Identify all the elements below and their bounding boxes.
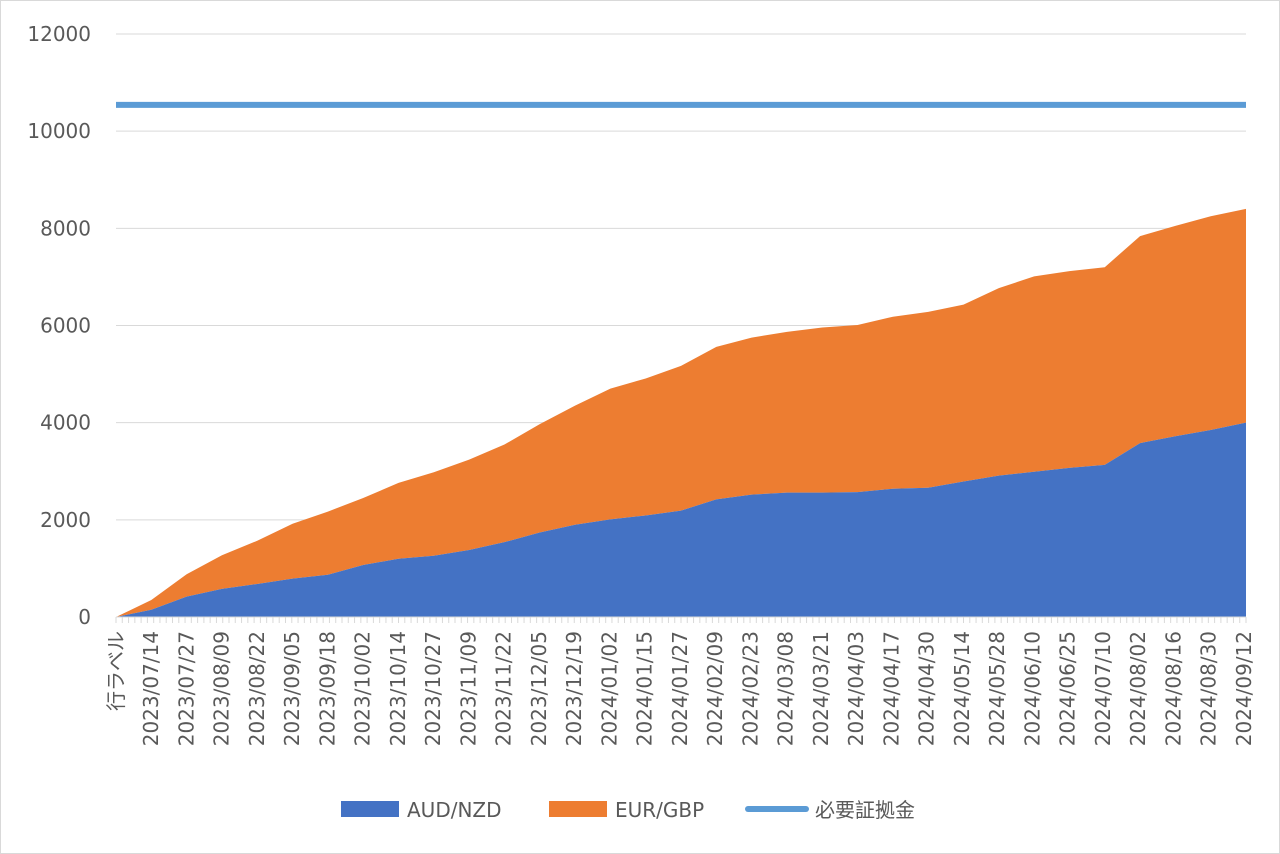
legend-label-required-margin: 必要証拠金	[815, 798, 915, 822]
series-areas	[116, 208, 1246, 617]
axes	[115, 616, 1247, 623]
x-axis-tick-labels: 行ラベル 2023/07/14 2023/07/27 2023/08/09 2023/0…	[104, 631, 1256, 746]
x-tick-label: 2024/01/15	[633, 631, 657, 746]
legend: AUD/NZD EUR/GBP 必要証拠金	[341, 798, 915, 822]
x-tick-label: 2023/12/19	[562, 631, 586, 746]
x-tick-label: 2023/10/27	[421, 631, 445, 746]
y-tick-label: 2000	[40, 508, 91, 532]
x-tick-label: 2023/07/14	[139, 631, 163, 746]
y-tick-label: 0	[78, 605, 91, 629]
y-tick-label: 4000	[40, 411, 91, 435]
x-tick-label: 2024/08/30	[1197, 631, 1221, 746]
x-tick-label: 2024/04/17	[879, 631, 903, 746]
legend-label-eur-gbp: EUR/GBP	[615, 798, 704, 822]
x-tick-label: 2024/01/02	[597, 631, 621, 746]
x-tick-label: 2024/05/28	[985, 631, 1009, 746]
x-tick-label: 2024/08/02	[1126, 631, 1150, 746]
series-area-aud-nzd	[116, 422, 1246, 617]
x-tick-label: 2024/04/30	[915, 631, 939, 746]
x-tick-label: 2024/06/25	[1056, 631, 1080, 746]
x-tick-label: 2023/09/05	[280, 631, 304, 746]
x-tick-label: 2023/08/22	[245, 631, 269, 746]
x-axis-first-label: 行ラベル	[104, 631, 128, 711]
x-tick-label: 2024/01/27	[668, 631, 692, 746]
y-tick-label: 12000	[27, 22, 91, 46]
x-tick-label: 2024/02/09	[703, 631, 727, 746]
x-tick-label: 2023/12/05	[527, 631, 551, 746]
x-tick-label: 2024/06/10	[1020, 631, 1044, 746]
x-tick-label: 2023/10/02	[351, 631, 375, 746]
x-tick-label: 2024/03/08	[774, 631, 798, 746]
x-tick-label: 2024/08/16	[1161, 631, 1185, 746]
legend-label-aud-nzd: AUD/NZD	[407, 798, 502, 822]
y-tick-label: 8000	[40, 216, 91, 240]
x-tick-label: 2024/05/14	[950, 631, 974, 746]
legend-swatch-aud-nzd	[341, 801, 399, 817]
y-axis-tick-labels: 0 2000 4000 6000 8000 10000 12000	[27, 22, 91, 629]
legend-swatch-eur-gbp	[549, 801, 607, 817]
x-tick-label: 2024/03/21	[809, 631, 833, 746]
series-area-eur-gbp	[116, 208, 1246, 617]
x-tick-label: 2023/11/09	[456, 631, 480, 746]
y-tick-label: 10000	[27, 119, 91, 143]
x-tick-label: 2024/04/03	[844, 631, 868, 746]
y-tick-label: 6000	[40, 314, 91, 338]
x-tick-label: 2024/09/12	[1232, 631, 1256, 746]
x-tick-label: 2023/07/27	[174, 631, 198, 746]
x-tick-label: 2024/02/23	[738, 631, 762, 746]
x-tick-label: 2023/10/14	[386, 631, 410, 746]
x-tick-label: 2023/09/18	[315, 631, 339, 746]
x-tick-label: 2023/08/09	[210, 631, 234, 746]
x-tick-label: 2023/11/22	[492, 631, 516, 746]
x-tick-label: 2024/07/10	[1091, 631, 1115, 746]
